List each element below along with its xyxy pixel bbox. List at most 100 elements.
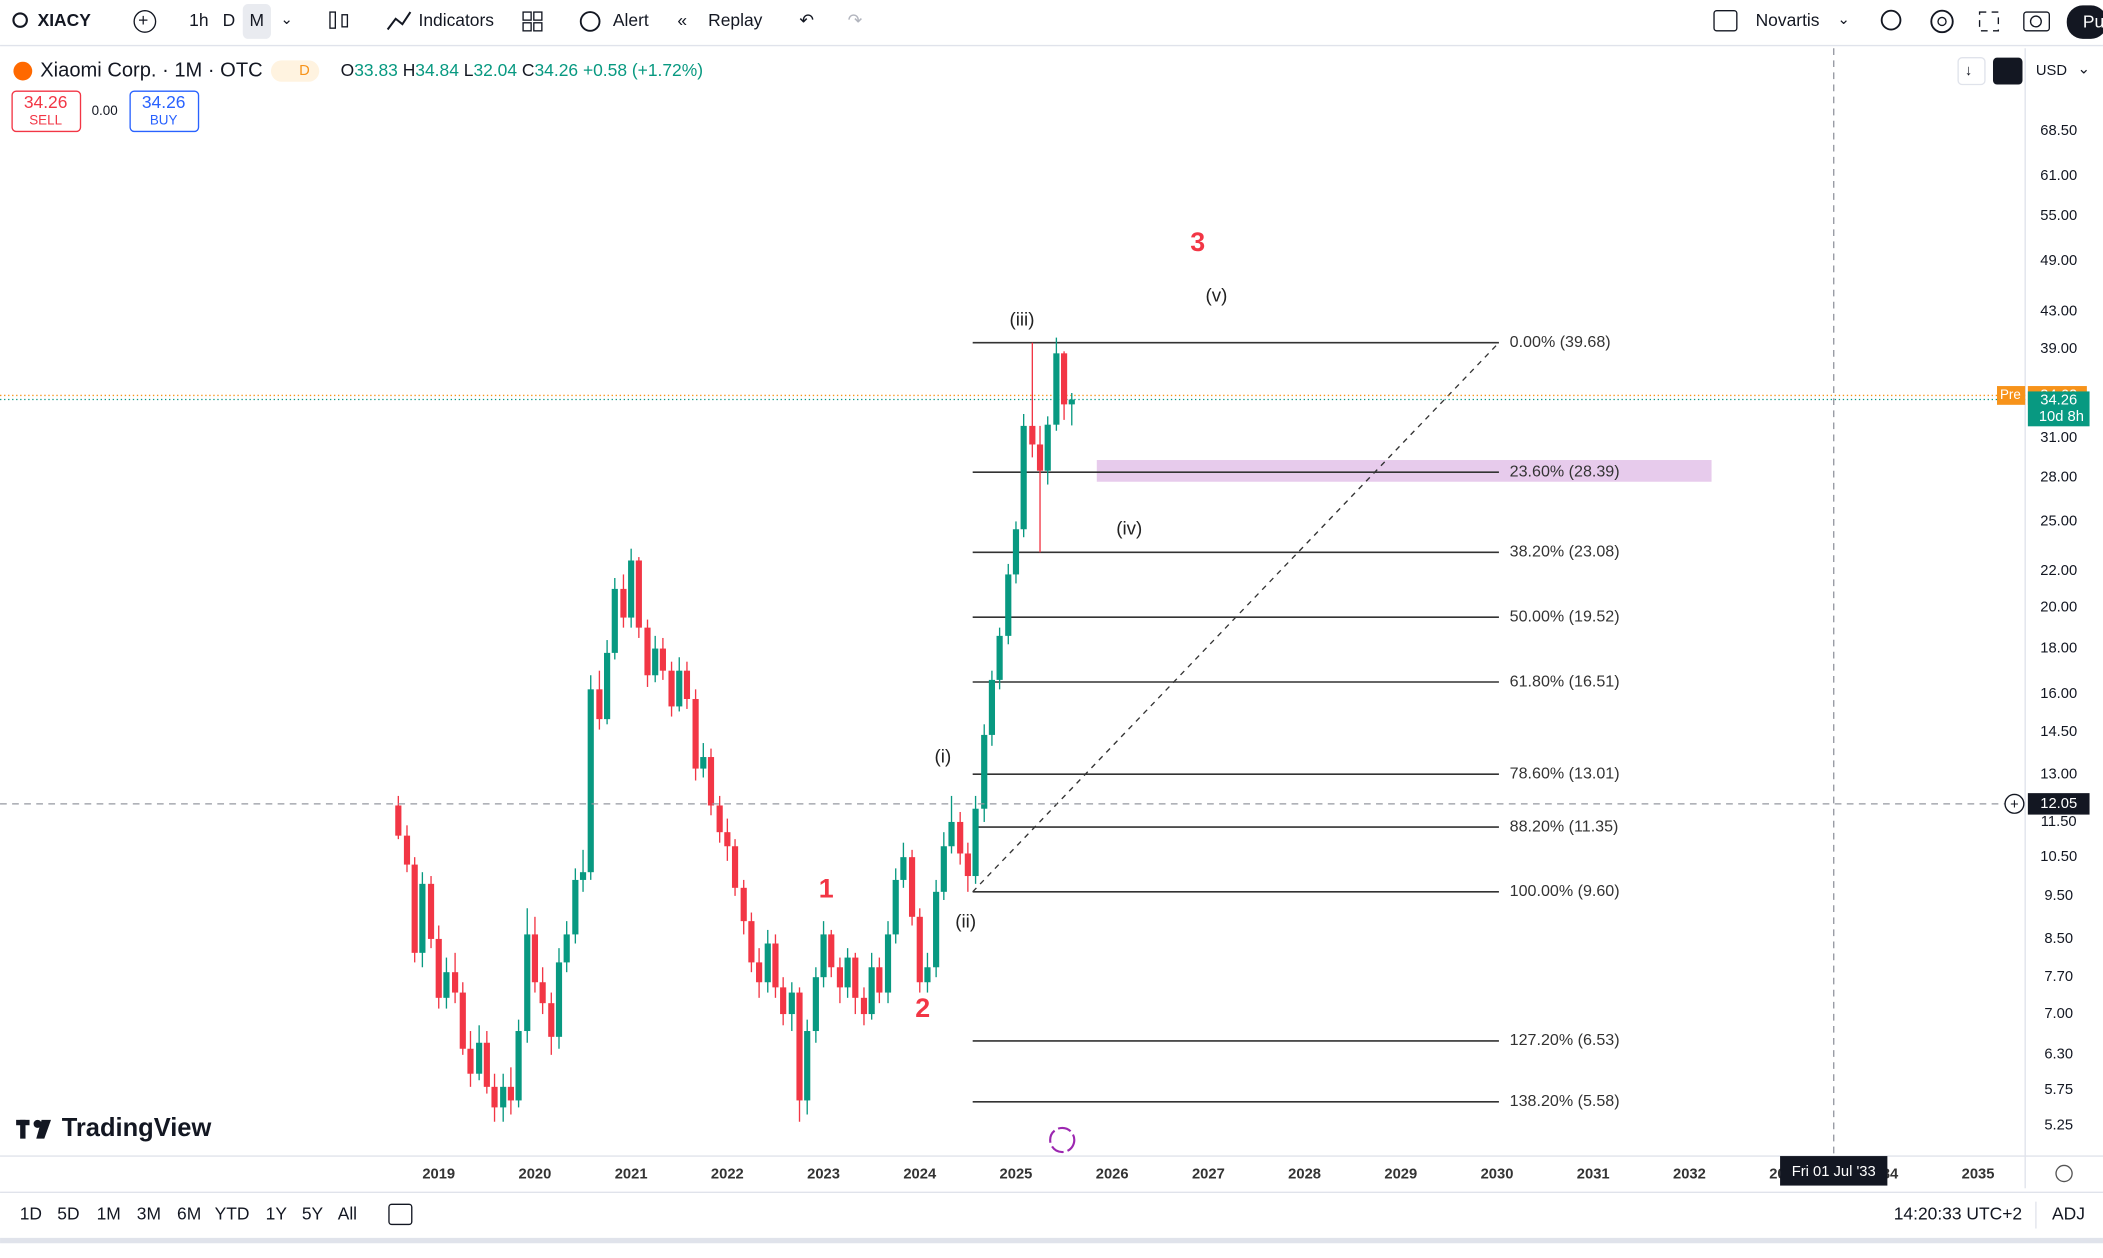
- templates-icon[interactable]: [522, 11, 532, 21]
- y-tick-label: 5.25: [2044, 1117, 2073, 1133]
- undo[interactable]: ↶: [799, 10, 814, 30]
- indicators-button[interactable]: Indicators: [418, 10, 494, 30]
- interval-menu[interactable]: ⌄: [280, 12, 292, 28]
- range-button[interactable]: All: [338, 1204, 357, 1224]
- ohlc-key: H: [403, 60, 416, 80]
- redo[interactable]: ↷: [848, 10, 863, 30]
- quick-search[interactable]: [1880, 9, 1902, 31]
- last-price-bg: [2027, 391, 2090, 427]
- sell-button[interactable]: [11, 90, 82, 133]
- scroll-button[interactable]: [1957, 56, 1986, 86]
- candle-body: [683, 670, 691, 700]
- goto-date[interactable]: [388, 1203, 413, 1226]
- brand: TradingView: [16, 1114, 1076, 1154]
- candle-body: [500, 1086, 507, 1108]
- alert-button[interactable]: Alert: [613, 10, 649, 30]
- candle-body: [724, 832, 731, 847]
- watchlist[interactable]: Novartis: [1756, 10, 1820, 30]
- interval[interactable]: M: [249, 10, 264, 30]
- candle-body: [604, 652, 611, 720]
- legend: Xiaomi Corp. · 1M · OTC D O33.83 H34.84 …: [11, 59, 703, 133]
- assistant-icon[interactable]: [1049, 1126, 1076, 1154]
- range-button[interactable]: 1M: [97, 1204, 121, 1224]
- candle-body: [981, 734, 988, 809]
- candle-body: [644, 627, 651, 676]
- layout-icon[interactable]: [1713, 10, 1738, 32]
- y-tick-label: 7.70: [2044, 969, 2073, 985]
- ohlc-key: C: [522, 60, 535, 80]
- axis-settings[interactable]: [2055, 1164, 2073, 1183]
- candle-body: [555, 962, 563, 1037]
- wave-label: (v): [1206, 284, 1228, 305]
- search-icon[interactable]: [12, 12, 28, 28]
- interval[interactable]: 1h: [189, 10, 208, 30]
- snapshot[interactable]: [2023, 11, 2050, 32]
- candle-body: [780, 987, 787, 1015]
- candle-body: [844, 957, 851, 988]
- range-button[interactable]: YTD: [215, 1204, 250, 1224]
- candle-body: [908, 857, 916, 917]
- fib-label: 0.00% (39.68): [1510, 333, 1611, 351]
- candle-body: [1036, 444, 1044, 471]
- crosshair-x-box: [1780, 1156, 1888, 1186]
- buy-price: 34.26: [142, 92, 186, 112]
- candle-body: [1053, 353, 1060, 425]
- templates-icon: [533, 11, 543, 21]
- y-tick-label: 61.00: [2040, 168, 2077, 184]
- candle-body: [403, 835, 411, 865]
- range-button[interactable]: 5D: [57, 1204, 79, 1224]
- candle-body: [812, 977, 819, 1032]
- range-button[interactable]: 1D: [20, 1204, 42, 1224]
- interval[interactable]: D: [223, 10, 236, 30]
- candle-body: [1012, 529, 1020, 575]
- y-tick-label: 14.50: [2040, 724, 2077, 740]
- candle-body: [507, 1086, 514, 1101]
- last-price: 34.26: [2040, 393, 2077, 409]
- candle-body: [1060, 353, 1068, 405]
- range-button[interactable]: 6M: [177, 1204, 201, 1224]
- candle-body: [716, 805, 723, 833]
- symbol[interactable]: XIACY: [38, 10, 92, 30]
- watchlist-menu[interactable]: ⌄: [1837, 12, 1849, 28]
- currency[interactable]: USD: [2036, 63, 2067, 79]
- crosshair-add[interactable]: [2004, 793, 2025, 814]
- candle-body: [764, 943, 771, 983]
- candle-body: [804, 1031, 811, 1101]
- logo-mark: [33, 1119, 42, 1128]
- candle-body: [948, 821, 955, 847]
- x-tick-label: 2035: [1962, 1167, 1995, 1183]
- chart-type-icon[interactable]: [329, 11, 336, 29]
- candle-body: [491, 1086, 498, 1108]
- y-tick-label: 39.00: [2040, 341, 2077, 357]
- add-symbol[interactable]: [133, 10, 157, 33]
- range-button[interactable]: 3M: [137, 1204, 161, 1224]
- buy-button[interactable]: [129, 90, 200, 133]
- adj-toggle[interactable]: ADJ: [2052, 1204, 2085, 1224]
- candle-body: [596, 689, 603, 720]
- range-button[interactable]: 1Y: [266, 1204, 288, 1224]
- settings[interactable]: [1930, 9, 1954, 34]
- y-tick-label: 20.00: [2040, 600, 2077, 616]
- fib-label: 88.20% (11.35): [1510, 817, 1619, 835]
- y-tick-label: 25.00: [2040, 513, 2077, 529]
- candle-body: [796, 992, 803, 1101]
- wave-label: (ii): [955, 911, 976, 932]
- publish-button[interactable]: [2066, 5, 2103, 39]
- premarket-tag-bg: [1997, 386, 2026, 405]
- y-tick-label: 18.00: [2040, 640, 2077, 656]
- candle-body: [483, 1042, 490, 1087]
- candle-body: [1044, 424, 1051, 471]
- candle-body: [731, 846, 739, 888]
- indicators-icon: [386, 11, 412, 31]
- fib-label: 138.20% (5.58): [1510, 1092, 1620, 1110]
- degree-label: 2: [915, 993, 930, 1023]
- fullscreen[interactable]: [1978, 11, 2000, 32]
- candle-body: [452, 972, 459, 993]
- x-tick-label: 2026: [1096, 1167, 1129, 1183]
- candle-body: [852, 957, 859, 998]
- auto-scale[interactable]: [1992, 57, 2023, 85]
- range-button[interactable]: 5Y: [302, 1204, 324, 1224]
- replay-button[interactable]: Replay: [708, 10, 763, 30]
